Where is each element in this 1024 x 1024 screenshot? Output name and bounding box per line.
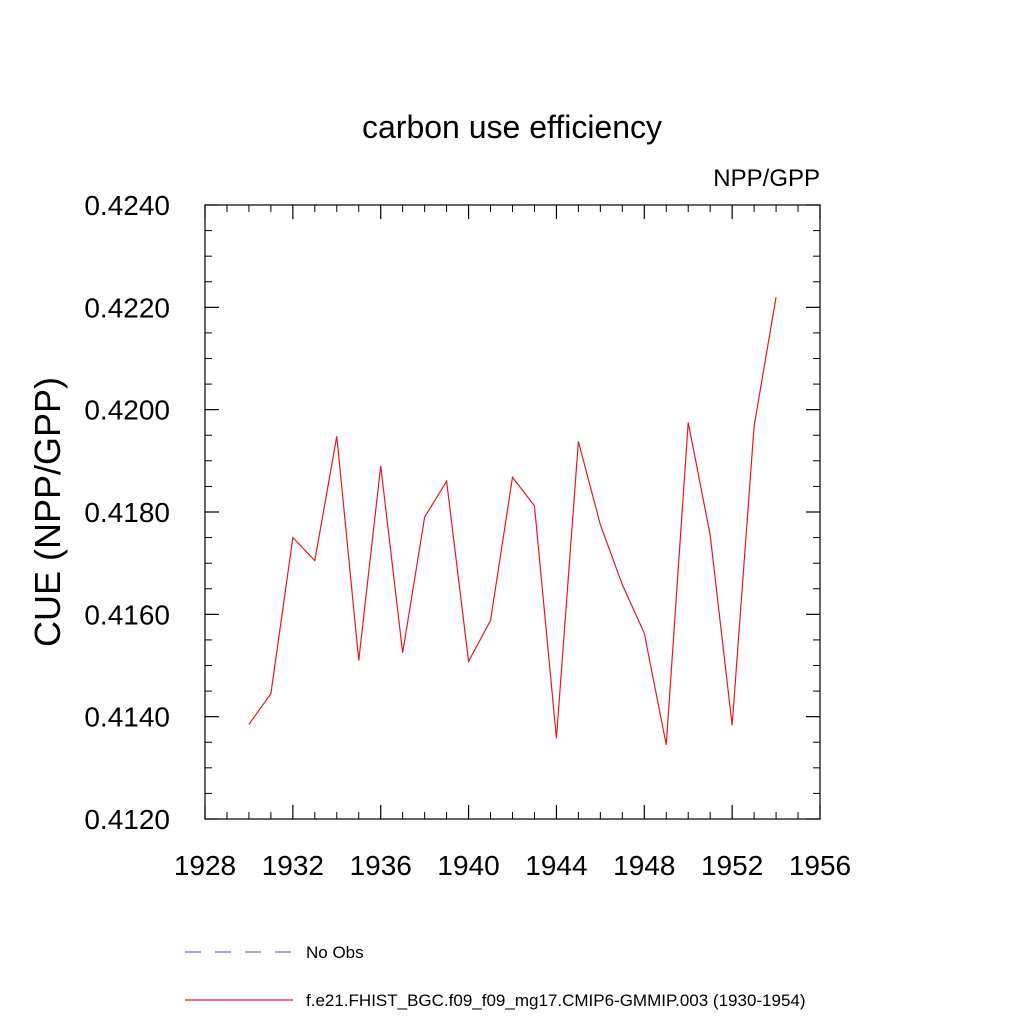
legend-label-model-run: f.e21.FHIST_BGC.f09_f09_mg17.CMIP6-GMMIP… <box>306 991 806 1010</box>
chart-subtitle: NPP/GPP <box>713 165 820 192</box>
x-tick-label: 1932 <box>262 850 324 881</box>
x-tick-label: 1944 <box>525 850 587 881</box>
legend-label-no-obs: No Obs <box>306 943 364 962</box>
y-tick-label: 0.4180 <box>84 497 170 528</box>
y-tick-label: 0.4140 <box>84 702 170 733</box>
series-line-1 <box>248 296 777 745</box>
x-tick-label: 1928 <box>174 850 236 881</box>
y-tick-label: 0.4160 <box>84 599 170 630</box>
plot-frame <box>204 204 821 820</box>
series-layer <box>248 296 777 745</box>
y-axis-label: CUE (NPP/GPP) <box>27 377 68 647</box>
chart-title: carbon use efficiency <box>362 109 662 145</box>
y-tick-label: 0.4120 <box>84 804 170 835</box>
y-tick-label: 0.4220 <box>84 292 170 323</box>
x-tick-label: 1956 <box>789 850 851 881</box>
y-tick-label: 0.4200 <box>84 395 170 426</box>
y-axis: 0.4120 0.4140 0.4160 0.4180 0.4200 0.4220 0.42… <box>84 190 820 835</box>
y-tick-label: 0.4240 <box>84 190 170 221</box>
x-tick-label: 1952 <box>701 850 763 881</box>
x-tick-label: 1936 <box>350 850 412 881</box>
x-tick-label: 1948 <box>613 850 675 881</box>
legend: No Obs f.e21.FHIST_BGC.f09_f09_mg17.CMIP… <box>185 943 806 1010</box>
x-tick-label: 1940 <box>437 850 499 881</box>
x-axis: 1928 1932 1936 1940 1944 1948 1952 1956 <box>174 205 851 881</box>
